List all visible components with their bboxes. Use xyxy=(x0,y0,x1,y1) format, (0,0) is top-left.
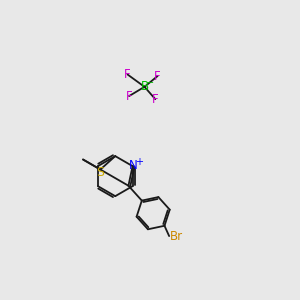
Text: F: F xyxy=(126,90,132,103)
Text: B: B xyxy=(140,80,148,93)
Text: N: N xyxy=(129,159,138,172)
Text: F: F xyxy=(152,93,159,106)
Text: F: F xyxy=(124,68,131,81)
Text: +: + xyxy=(135,157,143,166)
Text: F: F xyxy=(154,70,161,83)
Text: S: S xyxy=(96,166,104,179)
Text: Br: Br xyxy=(170,230,183,243)
Text: −: − xyxy=(146,78,154,88)
